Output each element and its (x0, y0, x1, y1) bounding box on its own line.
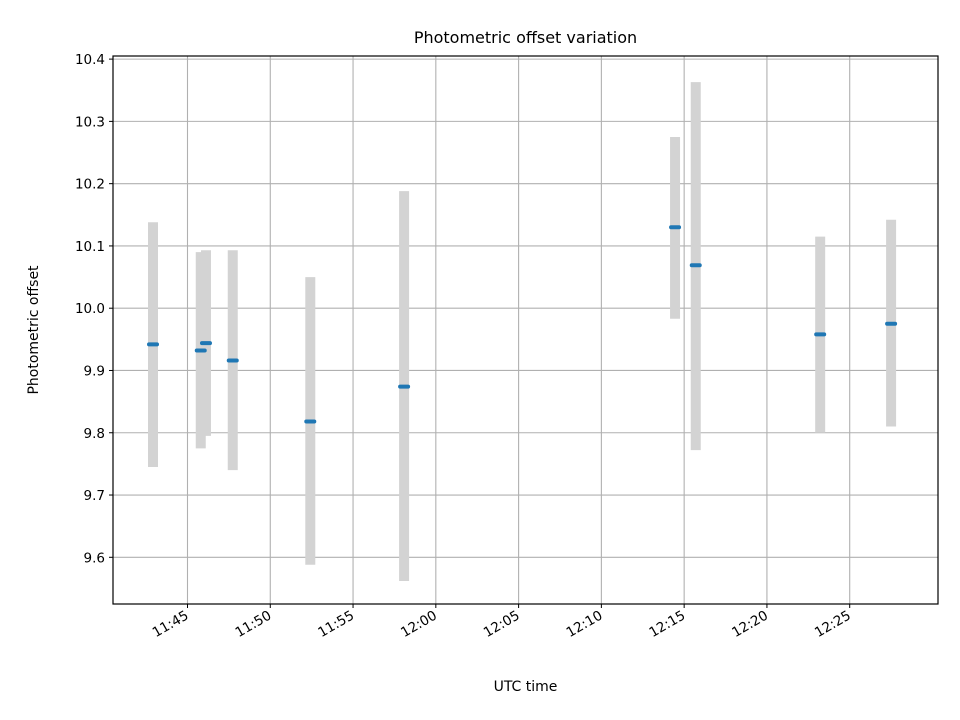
plot-frame (112, 55, 939, 605)
x-tick-label: 12:15 (646, 608, 688, 641)
x-tick-label: 12:05 (481, 608, 523, 641)
x-tick-label: 11:45 (150, 608, 192, 641)
y-tick-label: 9.7 (84, 488, 105, 504)
y-tick-label: 9.9 (84, 363, 105, 379)
grid-layer (113, 56, 938, 604)
x-tick-label: 12:10 (564, 608, 606, 641)
y-tick-label: 10.2 (75, 177, 105, 193)
x-tick-label: 11:50 (233, 608, 275, 641)
y-tick-label: 10.0 (75, 301, 105, 317)
point-layer (147, 225, 898, 424)
x-tick-label: 12:25 (812, 608, 854, 641)
y-tick-label: 10.1 (75, 239, 105, 255)
chart-title: Photometric offset variation (414, 28, 637, 47)
x-tick-label: 11:55 (315, 608, 357, 641)
x-axis-label: UTC time (494, 679, 558, 695)
errorbar-layer (148, 82, 897, 581)
y-tick-label: 10.3 (75, 114, 105, 130)
y-tick-label: 9.6 (84, 550, 105, 566)
y-tick-label: 10.4 (75, 52, 105, 68)
y-tick-label: 9.8 (84, 426, 105, 442)
x-tick-label: 12:20 (729, 608, 771, 641)
y-axis-label: Photometric offset (26, 265, 42, 395)
tick-layer: 9.6 9.7 9.8 9.9 10.0 10.1 10.2 10.3 10.4 11:45 11:… (75, 52, 854, 641)
x-tick-label: 12:00 (398, 608, 440, 641)
